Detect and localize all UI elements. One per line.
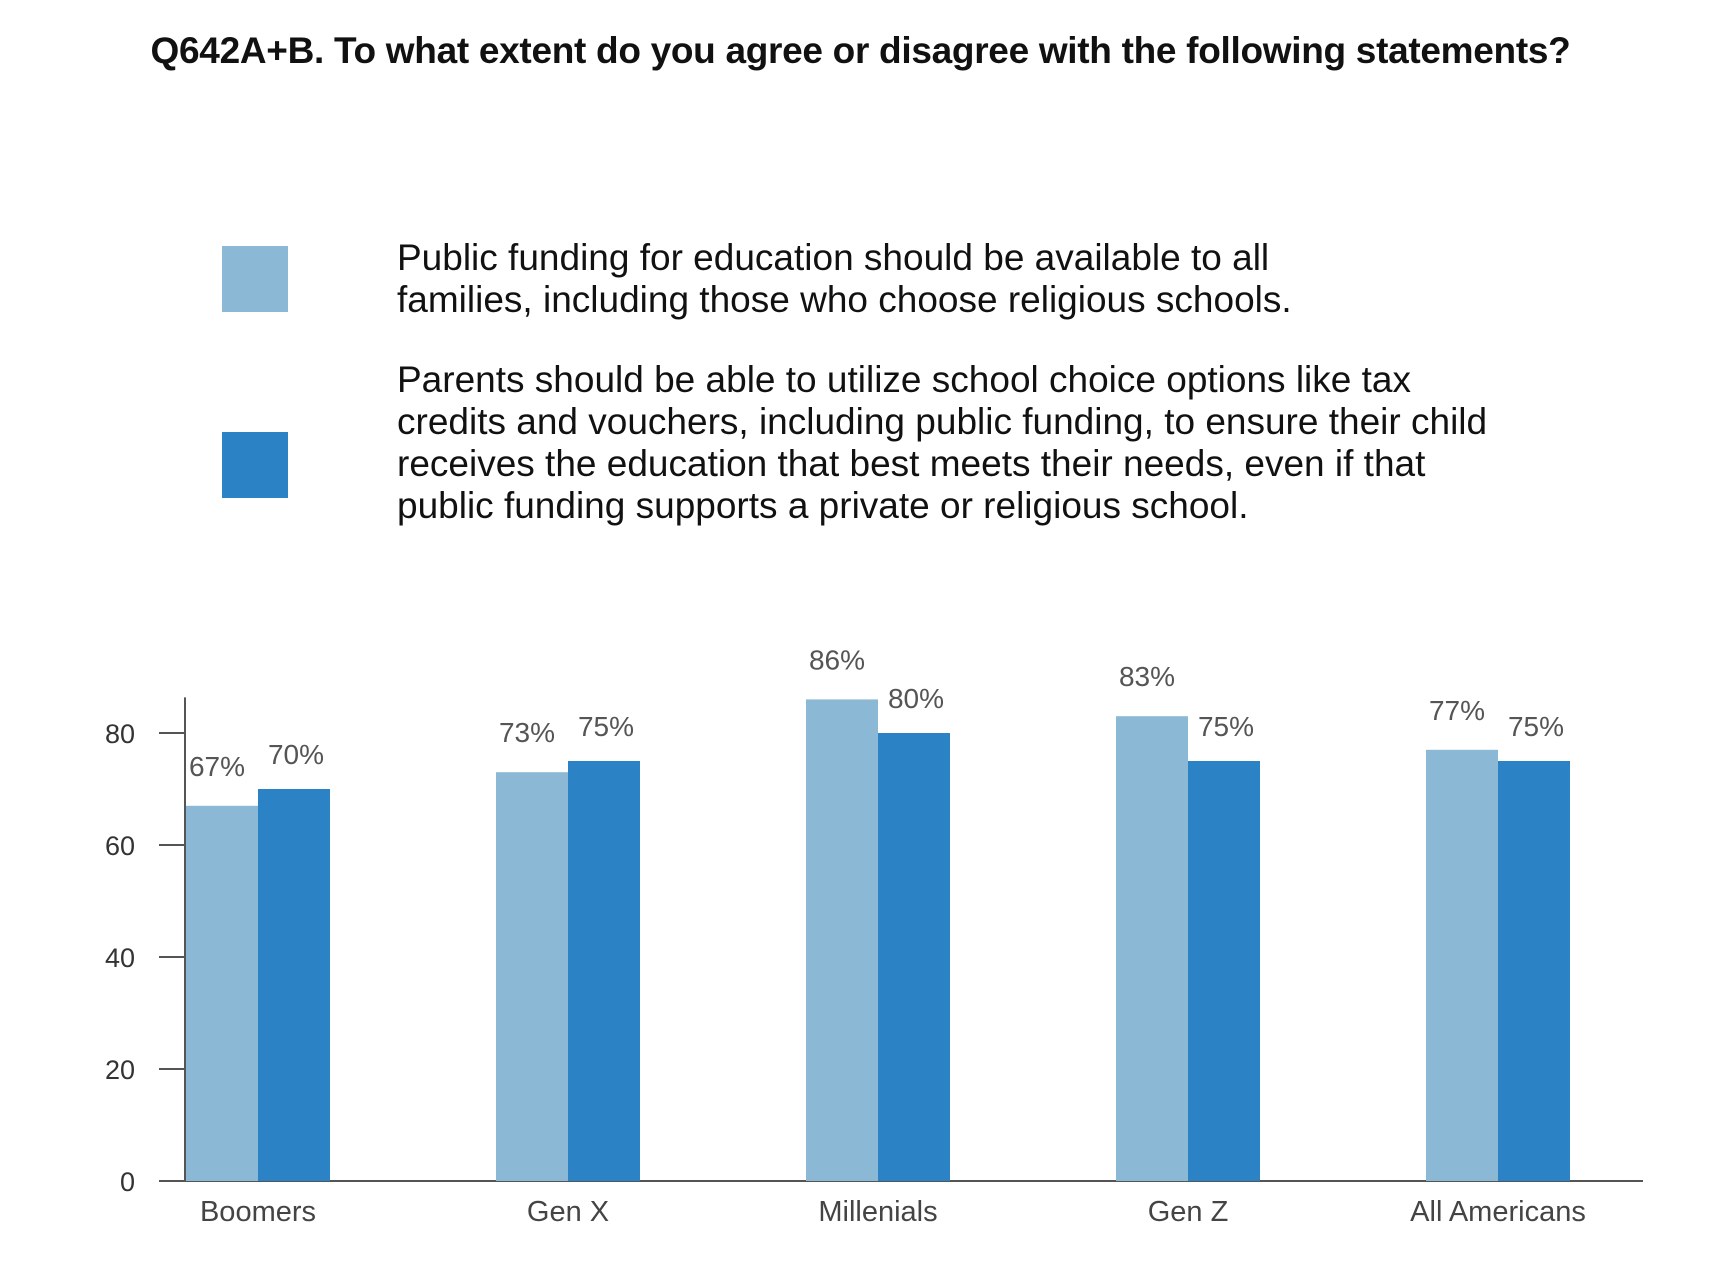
data-label: 75% bbox=[1198, 711, 1254, 742]
y-tick-label: 40 bbox=[105, 943, 135, 973]
x-category-label: Boomers bbox=[200, 1196, 316, 1228]
data-label: 70% bbox=[268, 739, 324, 770]
bar-series-2-millenials bbox=[878, 733, 950, 1181]
data-label: 86% bbox=[809, 644, 865, 675]
y-tick-label: 60 bbox=[105, 831, 135, 861]
chart-title: Q642A+B. To what extent do you agree or … bbox=[150, 30, 1571, 71]
x-category-label: All Americans bbox=[1410, 1196, 1586, 1228]
x-category-label: Gen Z bbox=[1148, 1196, 1229, 1228]
bar-series-1-gen-x bbox=[496, 772, 568, 1181]
bar-series-1-millenials bbox=[806, 699, 878, 1181]
data-label: 67% bbox=[189, 751, 245, 782]
bar-series-1-all-americans bbox=[1426, 749, 1498, 1181]
legend-label-series-1: Public funding for education should be a… bbox=[397, 237, 1292, 320]
bar-series-2-gen-z bbox=[1188, 761, 1260, 1181]
data-label: 83% bbox=[1119, 661, 1175, 692]
data-label: 80% bbox=[888, 683, 944, 714]
bar-series-1-gen-z bbox=[1116, 716, 1188, 1181]
legend-swatch-series-2 bbox=[222, 432, 288, 498]
y-tick-label: 80 bbox=[105, 719, 135, 749]
data-label: 75% bbox=[1508, 711, 1564, 742]
y-tick-label: 20 bbox=[105, 1055, 135, 1085]
legend-swatch-series-1 bbox=[222, 246, 288, 312]
bar-series-2-boomers bbox=[258, 789, 330, 1181]
bar-series-1-boomers bbox=[186, 805, 258, 1181]
x-category-label: Millenials bbox=[818, 1196, 937, 1228]
bar-series-2-all-americans bbox=[1498, 761, 1570, 1181]
legend-label-series-2: Parents should be able to utilize school… bbox=[397, 359, 1488, 526]
data-label: 75% bbox=[578, 711, 634, 742]
data-label: 77% bbox=[1429, 695, 1485, 726]
bar-series-2-gen-x bbox=[568, 761, 640, 1181]
y-tick-label: 0 bbox=[120, 1167, 135, 1197]
data-label: 73% bbox=[499, 717, 555, 748]
x-category-label: Gen X bbox=[527, 1196, 609, 1228]
